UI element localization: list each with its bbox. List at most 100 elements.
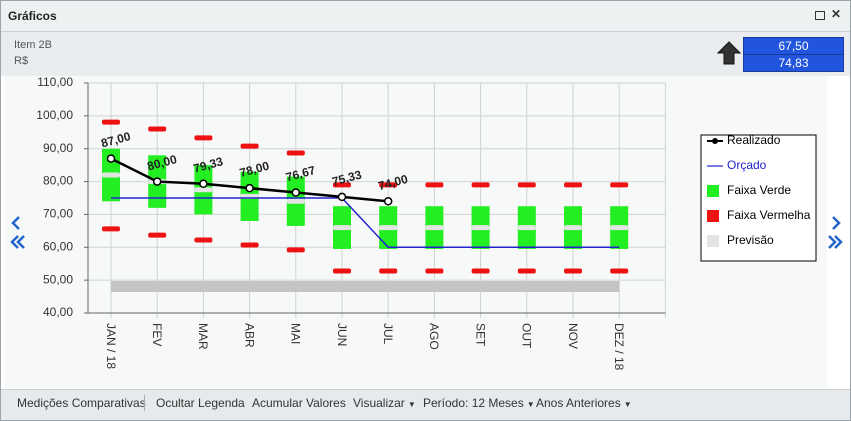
value-box: 74,83 — [743, 54, 844, 72]
last-button[interactable] — [828, 235, 843, 249]
marker — [286, 150, 305, 156]
x-tick-label: SET — [473, 323, 487, 347]
marker — [471, 225, 490, 231]
marker — [240, 242, 259, 248]
legend-swatch — [707, 185, 719, 197]
legend-label: Orçado — [727, 158, 767, 172]
legend — [700, 134, 817, 262]
marker — [102, 226, 120, 232]
marker — [379, 225, 398, 231]
legend-label: Realizado — [727, 133, 781, 147]
x-tick-label: NOV — [566, 323, 580, 349]
next-button[interactable] — [832, 216, 841, 230]
point — [106, 154, 116, 163]
marker — [517, 182, 536, 188]
toolbar-button[interactable]: Visualizar ▼ — [353, 396, 416, 410]
unit-label: R$ — [14, 55, 29, 67]
marker — [286, 198, 305, 204]
marker — [194, 237, 213, 243]
toolbar — [1, 389, 850, 420]
marker — [379, 182, 398, 188]
marker — [425, 225, 444, 231]
x-tick-label: FEV — [150, 323, 164, 346]
point — [152, 177, 162, 186]
marker — [517, 225, 536, 231]
maximize-button[interactable] — [815, 11, 825, 20]
dropdown-icon: ▼ — [623, 400, 632, 409]
close-button[interactable]: ✕ — [831, 7, 842, 21]
x-tick-label: JAN / 18 — [104, 323, 118, 369]
y-tick-label: 80,00 — [43, 174, 73, 188]
x-tick-label: ABR — [242, 323, 256, 348]
timeline-bar — [111, 281, 620, 292]
y-tick-label: 90,00 — [43, 141, 73, 155]
toolbar-button[interactable]: Acumular Valores — [252, 396, 346, 410]
x-tick-label: JUN — [335, 323, 349, 346]
x-tick-label: OUT — [520, 323, 534, 349]
prev-button[interactable] — [11, 216, 20, 230]
legend-swatch — [707, 210, 719, 222]
marker — [517, 268, 536, 274]
marker — [610, 268, 629, 274]
toolbar-button[interactable]: Anos Anteriores ▼ — [536, 396, 632, 410]
marker — [240, 143, 259, 149]
legend-swatch — [712, 138, 718, 144]
marker — [148, 232, 167, 238]
x-tick-label: MAI — [289, 323, 303, 344]
marker — [333, 225, 351, 231]
y-tick-label: 100,00 — [36, 108, 73, 122]
marker — [148, 126, 167, 132]
dropdown-icon: ▼ — [526, 400, 535, 409]
first-button[interactable] — [10, 235, 25, 249]
trend-arrow — [717, 41, 741, 65]
value-box: 67,50 — [743, 37, 844, 55]
y-tick-label: 70,00 — [43, 207, 73, 221]
marker — [471, 268, 490, 274]
y-tick-label: 50,00 — [43, 272, 73, 286]
series-line — [111, 197, 620, 249]
legend-swatch — [707, 235, 719, 247]
item-label: Item 2B — [14, 39, 52, 51]
point — [245, 183, 254, 193]
point — [337, 192, 347, 202]
marker — [102, 119, 120, 125]
marker — [564, 268, 582, 274]
legend-label: Previsão — [727, 233, 774, 247]
x-tick-label: JUL — [381, 323, 395, 345]
legend-label: Faixa Verde — [727, 183, 791, 197]
marker — [610, 182, 629, 188]
y-tick-label: 60,00 — [43, 239, 73, 253]
header — [1, 32, 850, 76]
y-tick-label: 40,00 — [43, 305, 73, 319]
marker — [102, 172, 120, 178]
marker — [286, 247, 305, 253]
marker — [610, 225, 629, 231]
point — [383, 197, 393, 206]
marker — [425, 268, 444, 274]
toolbar-button[interactable]: Medições Comparativas — [17, 396, 146, 410]
marker — [379, 268, 398, 274]
marker — [564, 225, 582, 231]
point — [199, 179, 208, 189]
separator — [144, 395, 145, 411]
marker — [471, 182, 490, 188]
toolbar-button[interactable]: Ocultar Legenda — [156, 396, 245, 410]
x-tick-label: AGO — [427, 323, 441, 350]
marker — [333, 268, 351, 274]
dropdown-icon: ▼ — [407, 400, 416, 409]
marker — [194, 135, 213, 141]
marker — [564, 182, 582, 188]
legend-label: Faixa Vermelha — [727, 208, 811, 222]
window-title: Gráficos — [8, 9, 57, 23]
title-bar — [1, 1, 850, 32]
point — [291, 188, 301, 197]
marker — [194, 187, 213, 193]
x-tick-label: DEZ / 18 — [612, 323, 626, 371]
toolbar-button[interactable]: Período: 12 Meses ▼ — [423, 396, 535, 410]
marker — [425, 182, 444, 188]
chart-bg — [5, 76, 827, 388]
marker — [333, 182, 351, 188]
chart: 40,00 50,00 60,00 70,00 80,00 90,00 100,00 110,… — [5, 76, 843, 388]
x-tick-label: MAR — [196, 323, 210, 350]
